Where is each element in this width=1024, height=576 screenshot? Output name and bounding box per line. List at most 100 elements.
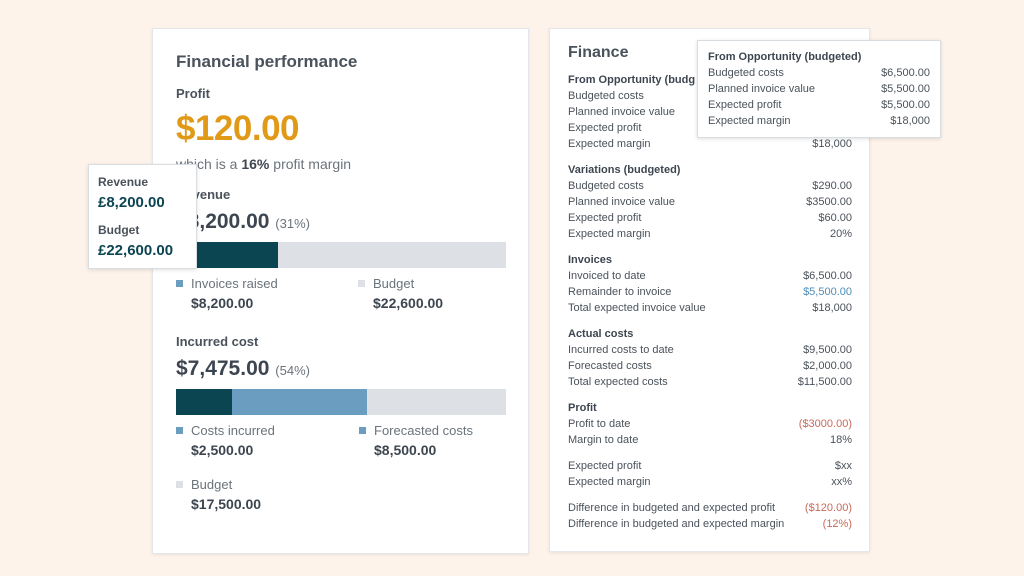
- popup-row: Expected profit $5,500.00: [708, 99, 930, 111]
- cost-budget-amount: $17,500.00: [191, 496, 262, 512]
- finance-row: Expected profit: [568, 122, 852, 134]
- finance-row-label: Expected margin: [568, 476, 651, 488]
- finance-row-value: 20%: [829, 228, 852, 240]
- popup-row-value: $18,000: [890, 115, 930, 127]
- profit-label: Profit: [176, 86, 210, 101]
- tooltip-budget-value: £22,600.00: [98, 242, 174, 259]
- finance-row: Incurred costs to date $9,500.00: [568, 344, 852, 356]
- finance-row-value: $18,000: [812, 302, 852, 314]
- finance-row-value: $3500.00: [806, 196, 852, 208]
- revenue-pct: (31%): [275, 216, 310, 231]
- legend-cost-budget: Budget: [176, 477, 232, 492]
- popup-row: Budgeted costs $6,500.00: [708, 67, 930, 79]
- finance-row-label: Budgeted costs: [568, 90, 644, 102]
- finance-row: Total expected costs $11,500.00: [568, 376, 852, 388]
- finance-row: Profit to date ($3000.00): [568, 418, 852, 430]
- profit-margin-text: which is a 16% profit margin: [176, 156, 351, 172]
- finance-row-label: Expected profit: [568, 122, 642, 134]
- finance-row-label: Budgeted costs: [568, 180, 644, 192]
- finance-row: Expected profit $xx: [568, 460, 852, 472]
- invoices-raised-amount: $8,200.00: [191, 295, 254, 311]
- finance-row: Budgeted costs $290.00: [568, 180, 852, 192]
- finance-row: Invoiced to date $6,500.00: [568, 270, 852, 282]
- finance-row-label: Expected margin: [568, 138, 651, 150]
- popup-row-value: $6,500.00: [881, 67, 930, 79]
- incurred-cost-label: Incurred cost: [176, 334, 259, 349]
- costs-incurred-amount: $2,500.00: [191, 442, 254, 458]
- legend-swatch-icon: [176, 427, 183, 435]
- incurred-cost-value: $7,475.00: [176, 357, 270, 380]
- incurred-cost-progress-bar[interactable]: [176, 389, 506, 415]
- legend-invoices-raised: Invoices raised: [176, 276, 278, 291]
- profit-margin-suffix: profit margin: [269, 156, 352, 172]
- finance-section-title: From Opportunity (budg: [568, 74, 696, 86]
- revenue-budget-amount: $22,600.00: [373, 295, 444, 311]
- popup-row-value: $5,500.00: [881, 83, 930, 95]
- finance-row-label: Remainder to invoice: [568, 286, 672, 298]
- finance-row-label: Planned invoice value: [568, 106, 676, 118]
- finance-row-label: Profit to date: [568, 418, 631, 430]
- finance-row-value: $60.00: [818, 212, 852, 224]
- finance-row-value: ($120.00): [804, 502, 852, 514]
- finance-row: Expected margin 20%: [568, 228, 852, 240]
- legend-cost-budget-label: Budget: [191, 477, 233, 492]
- finance-row-value: (12%): [822, 518, 852, 530]
- finance-row-value: $9,500.00: [803, 344, 852, 356]
- legend-forecasted-costs-label: Forecasted costs: [374, 423, 473, 438]
- incurred-cost-pct: (54%): [275, 363, 310, 378]
- legend-swatch-icon: [176, 481, 183, 489]
- financial-performance-title: Financial performance: [176, 52, 358, 71]
- finance-row-label: Forecasted costs: [568, 360, 652, 372]
- finance-row: Forecasted costs $2,000.00: [568, 360, 852, 372]
- costs-incurred-fill: [176, 389, 233, 415]
- legend-revenue-budget-label: Budget: [373, 276, 415, 291]
- incurred-cost-value-line: $7,475.00 (54%): [176, 357, 310, 381]
- finance-row: Difference in budgeted and expected marg…: [568, 518, 852, 530]
- legend-invoices-raised-label: Invoices raised: [191, 276, 278, 291]
- finance-title: Finance: [568, 44, 629, 61]
- finance-row: Remainder to invoice $5,500.00: [568, 286, 852, 298]
- finance-row-label: Expected profit: [568, 460, 642, 472]
- legend-costs-incurred-label: Costs incurred: [191, 423, 275, 438]
- tooltip-revenue-label: Revenue: [98, 175, 149, 189]
- finance-section-title: Invoices: [568, 254, 613, 266]
- finance-row: Expected profit $60.00: [568, 212, 852, 224]
- legend-revenue-budget: Budget: [358, 276, 414, 291]
- finance-row-label: Total expected invoice value: [568, 302, 706, 314]
- revenue-value-line: $8,200.00 (31%): [176, 210, 310, 234]
- finance-row-value: 18%: [829, 434, 852, 446]
- profit-margin-pct: 16%: [241, 156, 270, 172]
- finance-section-title: Profit: [568, 402, 597, 414]
- finance-row: Difference in budgeted and expected prof…: [568, 502, 852, 514]
- finance-row-value: $18,000: [812, 138, 852, 150]
- legend-swatch-icon: [359, 427, 366, 435]
- forecasted-costs-amount: $8,500.00: [374, 442, 437, 458]
- revenue-tooltip: Revenue £8,200.00 Budget £22,600.00: [88, 164, 197, 269]
- finance-row: Total expected invoice value $18,000: [568, 302, 852, 314]
- finance-row-label: Difference in budgeted and expected marg…: [568, 518, 785, 530]
- finance-row-label: Expected margin: [568, 228, 651, 240]
- finance-row-value: $290.00: [812, 180, 852, 192]
- legend-forecasted-costs: Forecasted costs: [359, 423, 473, 438]
- revenue-progress-bar[interactable]: [176, 242, 506, 268]
- tooltip-revenue-value: £8,200.00: [98, 194, 165, 211]
- popup-row-value: $5,500.00: [881, 99, 930, 111]
- popup-row-label: Expected profit: [708, 99, 782, 111]
- opportunity-budget-popup: From Opportunity (budgeted) Budgeted cos…: [697, 40, 941, 138]
- finance-row: Margin to date 18%: [568, 434, 852, 446]
- finance-row-value: $6,500.00: [803, 270, 852, 282]
- finance-row-label: Invoiced to date: [568, 270, 646, 282]
- popup-row-label: Budgeted costs: [708, 67, 784, 79]
- profit-value: $120.00: [176, 109, 300, 148]
- finance-row: Expected margin $18,000: [568, 138, 852, 150]
- finance-section-title: Variations (budgeted): [568, 164, 681, 176]
- finance-row-value[interactable]: $5,500.00: [803, 286, 852, 298]
- finance-row-value: xx%: [831, 476, 852, 488]
- popup-row: Expected margin $18,000: [708, 115, 930, 127]
- legend-swatch-icon: [358, 280, 365, 288]
- forecasted-costs-fill: [232, 389, 368, 415]
- finance-row-label: Total expected costs: [568, 376, 668, 388]
- finance-row-label: Expected profit: [568, 212, 642, 224]
- finance-row-label: Margin to date: [568, 434, 639, 446]
- popup-title: From Opportunity (budgeted): [708, 51, 862, 63]
